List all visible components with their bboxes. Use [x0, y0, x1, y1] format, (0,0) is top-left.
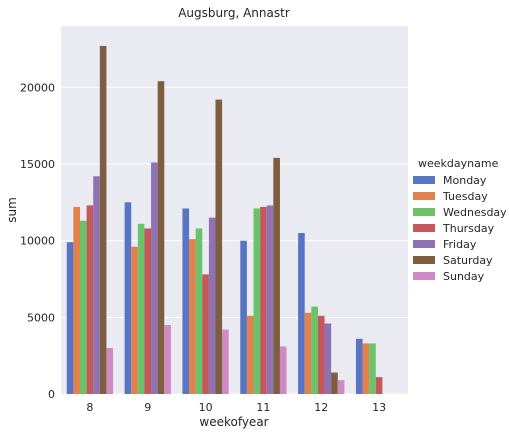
- bar-saturday-week-8: [99, 45, 107, 394]
- bar-friday-week-10: [208, 217, 216, 394]
- legend-swatch-friday: [413, 240, 435, 248]
- y-axis-label: sum: [5, 197, 19, 223]
- bar-wednesday-week-10: [195, 228, 203, 394]
- bar-monday-week-11: [240, 240, 247, 394]
- legend-label-saturday: Saturday: [443, 254, 493, 267]
- bar-monday-week-10: [182, 208, 190, 394]
- bar-wednesday-week-11: [253, 208, 261, 394]
- legend-swatch-monday: [413, 176, 435, 184]
- x-tick-label: 8: [86, 401, 93, 414]
- bar-friday-week-11: [266, 205, 274, 394]
- bar-sunday-week-11: [279, 346, 287, 394]
- bar-friday-week-8: [93, 176, 100, 394]
- bar-sunday-week-9: [164, 325, 171, 394]
- chart-title: Augsburg, Annastr: [178, 6, 290, 20]
- y-tick-label: 10000: [20, 235, 55, 248]
- x-axis-ticks: 8 9 10 11 12 13: [86, 401, 386, 414]
- bar-thursday-week-11: [260, 206, 267, 394]
- bar-tuesday-week-13: [362, 343, 370, 394]
- legend-swatch-thursday: [413, 224, 435, 232]
- bar-sunday-week-12: [337, 380, 345, 394]
- legend-swatch-saturday: [413, 256, 435, 264]
- bar-tuesday-week-11: [246, 315, 254, 394]
- legend-swatch-wednesday: [413, 208, 435, 216]
- x-tick-label: 10: [199, 401, 213, 414]
- legend-label-sunday: Sunday: [443, 270, 485, 283]
- bar-thursday-week-8: [86, 205, 94, 394]
- legend-label-monday: Monday: [443, 174, 487, 187]
- bars: [66, 45, 383, 394]
- bar-sunday-week-8: [106, 348, 114, 394]
- bar-monday-week-13: [355, 338, 363, 394]
- bar-tuesday-week-8: [73, 206, 81, 394]
- bar-thursday-week-13: [375, 377, 383, 394]
- bar-monday-week-9: [124, 202, 132, 394]
- bar-friday-week-12: [324, 323, 332, 394]
- y-tick-label: 0: [48, 388, 55, 401]
- x-tick-label: 9: [144, 401, 151, 414]
- bar-wednesday-week-9: [137, 223, 145, 394]
- bar-friday-week-9: [151, 162, 158, 394]
- bar-tuesday-week-12: [304, 312, 312, 394]
- bar-wednesday-week-13: [369, 343, 376, 394]
- bar-thursday-week-12: [317, 315, 325, 394]
- x-tick-label: 12: [314, 401, 328, 414]
- bar-saturday-week-12: [331, 372, 338, 394]
- legend-title: weekdayname: [418, 157, 499, 170]
- legend-label-tuesday: Tuesday: [442, 190, 488, 203]
- legend-label-friday: Friday: [443, 238, 477, 251]
- bar-sunday-week-10: [222, 329, 229, 394]
- bar-tuesday-week-9: [131, 246, 138, 394]
- legend-swatch-sunday: [413, 272, 435, 280]
- bar-saturday-week-10: [215, 99, 223, 394]
- y-tick-label: 15000: [20, 158, 55, 171]
- bar-saturday-week-11: [273, 157, 280, 394]
- bar-saturday-week-9: [157, 81, 165, 394]
- bar-monday-week-8: [66, 242, 74, 394]
- legend-swatch-tuesday: [413, 192, 435, 200]
- bar-wednesday-week-12: [311, 306, 318, 394]
- legend-label-wednesday: Wednesday: [443, 206, 507, 219]
- y-tick-label: 5000: [27, 311, 55, 324]
- bar-monday-week-12: [298, 233, 305, 394]
- bar-wednesday-week-8: [80, 220, 87, 394]
- y-axis-ticks: 0 5000 10000 15000 20000: [20, 81, 55, 401]
- bar-thursday-week-10: [202, 274, 209, 394]
- x-axis-label: weekofyear: [199, 415, 268, 429]
- gridlines: [61, 86, 408, 395]
- bar-tuesday-week-10: [189, 239, 196, 394]
- legend: weekdayname Monday Tuesday Wednesday Thursd…: [413, 157, 507, 283]
- x-tick-label: 11: [256, 401, 270, 414]
- y-tick-label: 20000: [20, 81, 55, 94]
- bar-thursday-week-9: [144, 228, 152, 394]
- legend-label-thursday: Thursday: [442, 222, 495, 235]
- x-tick-label: 13: [372, 401, 386, 414]
